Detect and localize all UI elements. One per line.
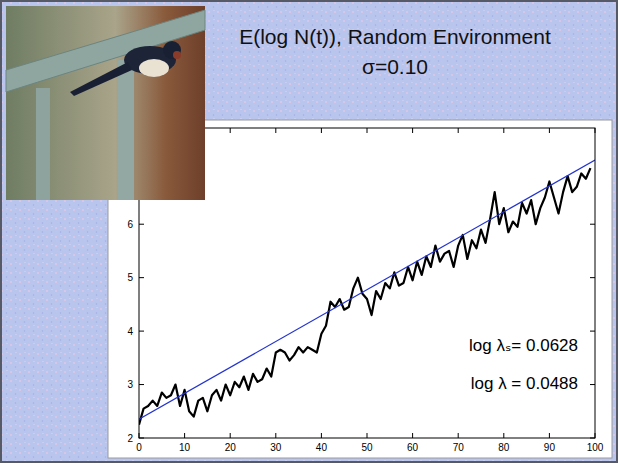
slide: E(log N(t)), Random Environment σ=0.10 0 10…	[0, 0, 618, 463]
x-tick-top	[458, 128, 459, 133]
y-tick-label: 4	[127, 326, 133, 337]
x-tick-top	[503, 128, 504, 133]
photo-bird-tail	[70, 62, 132, 96]
y-tick	[139, 224, 144, 225]
photo-bird-belly	[139, 59, 169, 77]
photo	[6, 6, 205, 200]
x-tick-label: 90	[544, 442, 556, 453]
x-tick-label: 30	[270, 442, 282, 453]
y-tick-label: 6	[127, 219, 133, 230]
x-tick	[184, 433, 185, 438]
x-tick-label: 20	[225, 442, 237, 453]
series-line	[139, 168, 590, 425]
y-tick	[139, 384, 144, 385]
x-tick-label: 10	[179, 442, 191, 453]
x-tick	[321, 433, 322, 438]
subtitle: σ=0.10	[362, 55, 428, 78]
x-tick-top	[412, 128, 413, 133]
annotation: log λₛ= 0.0628	[469, 336, 578, 355]
photo-baluster	[118, 60, 134, 200]
x-tick-label: 70	[453, 442, 465, 453]
y-tick-right	[590, 331, 595, 332]
x-tick	[458, 433, 459, 438]
x-tick-top	[230, 128, 231, 133]
background	[0, 0, 618, 463]
photo-bird-throat	[173, 51, 181, 59]
y-tick-right	[590, 224, 595, 225]
photo-bg	[6, 6, 205, 200]
y-tick-right	[590, 277, 595, 278]
y-tick	[139, 277, 144, 278]
x-tick-label: 40	[316, 442, 328, 453]
plot-frame	[139, 128, 595, 438]
y-tick-label: 3	[127, 379, 133, 390]
annotation: log λ = 0.0488	[471, 374, 578, 393]
x-tick-label: 100	[587, 442, 604, 453]
x-tick-top	[549, 128, 550, 133]
y-tick-label: 5	[127, 272, 133, 283]
x-tick	[549, 433, 550, 438]
x-tick-top	[321, 128, 322, 133]
y-tick-label: 2	[127, 433, 133, 444]
plot-area	[139, 160, 595, 425]
slide-border	[1, 1, 617, 462]
series-line	[139, 160, 595, 419]
x-tick-label: 80	[498, 442, 510, 453]
x-tick-label: 50	[361, 442, 373, 453]
y-tick	[139, 331, 144, 332]
x-tick	[275, 433, 276, 438]
x-tick	[367, 433, 368, 438]
x-tick-top	[275, 128, 276, 133]
x-tick	[503, 433, 504, 438]
y-tick-right	[590, 384, 595, 385]
photo-bird-head	[163, 41, 181, 59]
x-tick-label: 60	[407, 442, 419, 453]
title: E(log N(t)), Random Environment	[239, 25, 551, 48]
x-tick-top	[367, 128, 368, 133]
x-tick	[412, 433, 413, 438]
x-tick-label: 0	[136, 442, 142, 453]
photo-baluster	[36, 88, 50, 200]
x-tick	[230, 433, 231, 438]
